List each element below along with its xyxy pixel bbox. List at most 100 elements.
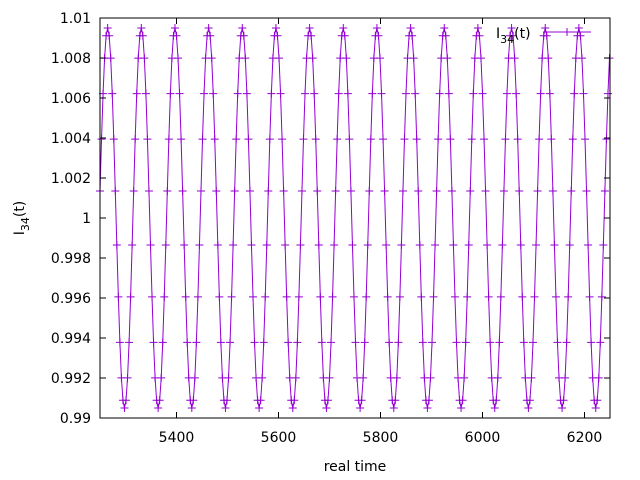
data-point	[230, 186, 239, 195]
data-point	[206, 31, 215, 40]
data-point	[351, 338, 360, 347]
data-point	[360, 338, 369, 347]
y-tick-label: 1	[82, 211, 91, 227]
data-point	[535, 135, 544, 144]
data-point	[258, 373, 267, 382]
y-tick-label: 0.998	[51, 251, 91, 267]
data-point	[128, 241, 137, 250]
data-point	[375, 54, 384, 63]
data-point	[163, 186, 172, 195]
data-point	[402, 89, 410, 98]
data-point	[553, 338, 562, 347]
data-point	[473, 24, 482, 32]
data-point	[527, 373, 536, 382]
y-axis-label-main: I	[12, 231, 28, 235]
data-point	[158, 338, 167, 347]
data-point	[97, 135, 106, 144]
data-point	[209, 89, 218, 98]
data-point	[327, 338, 336, 347]
data-point	[432, 186, 441, 195]
data-point	[314, 241, 323, 250]
data-point	[495, 338, 504, 347]
y-tick-label: 0.99	[60, 411, 91, 427]
data-point	[570, 89, 579, 98]
x-axis-label: real time	[324, 459, 387, 475]
data-point	[536, 89, 545, 98]
y-axis-label-sub: 34	[19, 217, 32, 231]
data-point	[112, 241, 121, 250]
data-point	[509, 31, 518, 40]
data-point	[365, 186, 374, 195]
data-point	[493, 373, 502, 382]
data-point	[366, 135, 375, 144]
data-point	[161, 241, 170, 250]
data-point	[348, 241, 357, 250]
data-point	[222, 396, 231, 405]
data-point	[567, 186, 576, 195]
data-point	[200, 89, 209, 98]
data-point	[585, 292, 594, 301]
data-point	[372, 24, 381, 32]
data-point	[533, 186, 542, 195]
data-point	[406, 24, 415, 32]
data-point	[328, 292, 337, 301]
data-point	[226, 338, 235, 347]
data-point	[377, 89, 386, 98]
data-point	[461, 338, 470, 347]
data-point	[166, 89, 175, 98]
legend-label-main: I	[496, 26, 500, 42]
data-point	[114, 292, 123, 301]
data-point	[426, 373, 435, 382]
data-point	[111, 186, 120, 195]
data-point	[547, 135, 556, 144]
data-point	[391, 396, 400, 405]
series-line	[99, 27, 610, 409]
data-point	[499, 186, 508, 195]
data-point	[342, 54, 351, 63]
data-point	[417, 292, 426, 301]
data-point	[256, 396, 265, 405]
legend-label: I34(t)	[496, 26, 531, 46]
data-point	[273, 31, 282, 40]
data-point	[513, 135, 522, 144]
y-axis: 0.99 0.992 0.994 0.996 0.998 1 1.002 1.004 1.006…	[51, 11, 610, 427]
data-point	[397, 241, 406, 250]
data-point	[532, 241, 541, 250]
data-point	[177, 135, 186, 144]
y-axis-label-tail: (t)	[12, 201, 28, 217]
data-point	[518, 292, 527, 301]
data-point	[443, 54, 452, 63]
data-point	[204, 24, 213, 32]
data-point	[349, 292, 358, 301]
data-point	[340, 31, 349, 40]
data-point	[131, 135, 140, 144]
data-point	[305, 24, 314, 32]
data-point	[221, 404, 230, 412]
data-point	[380, 186, 389, 195]
data-point	[528, 338, 537, 347]
data-point	[330, 241, 339, 250]
data-point	[148, 292, 157, 301]
data-point	[346, 186, 355, 195]
data-point	[476, 54, 485, 63]
data-point	[363, 241, 372, 250]
data-point	[149, 338, 158, 347]
data-point	[259, 338, 268, 347]
data-point	[486, 338, 495, 347]
data-point	[383, 292, 392, 301]
data-point	[450, 292, 459, 301]
data-point	[574, 24, 583, 32]
data-point	[105, 31, 114, 40]
data-point	[594, 373, 603, 382]
data-point	[428, 338, 437, 347]
data-point	[175, 89, 184, 98]
data-point	[545, 89, 554, 98]
data-point	[291, 373, 300, 382]
x-tick-label: 5600	[261, 430, 297, 446]
data-point	[452, 338, 461, 347]
data-point	[449, 241, 458, 250]
data-point	[278, 135, 287, 144]
data-point	[411, 89, 420, 98]
data-point	[143, 135, 152, 144]
data-point	[458, 396, 467, 405]
